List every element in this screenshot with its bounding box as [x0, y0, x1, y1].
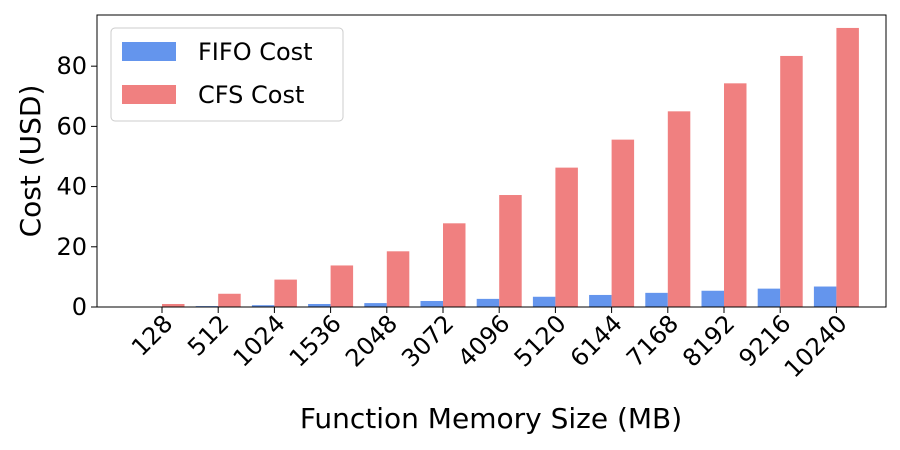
x-tick-label: 7168 — [621, 309, 684, 372]
y-axis-label: Cost (USD) — [14, 85, 47, 238]
bar-cfs-512 — [218, 293, 241, 307]
x-tick-label: 3072 — [396, 309, 459, 372]
legend-label-cfs: CFS Cost — [198, 81, 304, 109]
x-tick-label: 4096 — [452, 309, 515, 372]
legend-label-fifo: FIFO Cost — [198, 38, 313, 66]
bar-cfs-128 — [162, 303, 185, 307]
bar-cfs-1024 — [274, 279, 297, 307]
x-tick-label: 5120 — [509, 309, 572, 372]
bar-fifo-3072 — [420, 300, 443, 307]
y-tick-label: 20 — [56, 233, 87, 261]
legend-swatch-fifo — [122, 42, 176, 61]
legend-swatch-cfs — [122, 85, 176, 104]
y-axis: 0 20 40 60 80 — [56, 52, 97, 321]
bars-group — [139, 27, 859, 308]
bar-cfs-8192 — [724, 83, 747, 308]
bar-fifo-4096 — [476, 298, 500, 307]
legend: FIFO Cost CFS Cost — [110, 27, 344, 122]
x-tick-label: 1536 — [284, 309, 347, 372]
bar-cfs-2048 — [386, 251, 410, 307]
bar-cfs-4096 — [499, 195, 522, 307]
bar-cfs-1536 — [330, 265, 354, 307]
bar-fifo-6144 — [589, 294, 612, 307]
x-tick-label: 128 — [126, 309, 178, 361]
y-tick-label: 40 — [56, 173, 87, 201]
bar-fifo-5120 — [532, 296, 556, 307]
x-tick-label: 8192 — [677, 309, 740, 372]
x-tick-label: 6144 — [565, 309, 628, 372]
y-tick-label: 80 — [56, 52, 87, 80]
bar-fifo-7168 — [645, 292, 668, 307]
y-tick-label: 60 — [56, 112, 87, 140]
bar-fifo-8192 — [701, 290, 724, 307]
bar-cfs-9216 — [780, 55, 803, 308]
bar-cfs-3072 — [443, 223, 466, 307]
x-axis: 128 5121024153620483072409651206144716881… — [126, 307, 853, 383]
bar-cfs-6144 — [611, 139, 635, 307]
x-tick-label: 2048 — [340, 309, 403, 372]
bar-cfs-7168 — [667, 111, 691, 307]
bar-fifo-10240 — [813, 286, 837, 307]
bar-cfs-10240 — [836, 27, 859, 307]
bar-fifo-2048 — [364, 303, 387, 307]
x-tick-label: 10240 — [779, 309, 853, 383]
bar-fifo-1024 — [251, 305, 275, 307]
bar-fifo-9216 — [757, 288, 781, 307]
x-tick-label: 1024 — [228, 309, 291, 372]
plot-frame — [96, 14, 887, 308]
x-tick-label: 512 — [182, 309, 234, 361]
x-axis-label: Function Memory Size (MB) — [300, 402, 682, 435]
bar-cfs-5120 — [555, 167, 578, 307]
y-tick-label: 0 — [72, 293, 87, 321]
bar-fifo-1536 — [308, 303, 331, 307]
